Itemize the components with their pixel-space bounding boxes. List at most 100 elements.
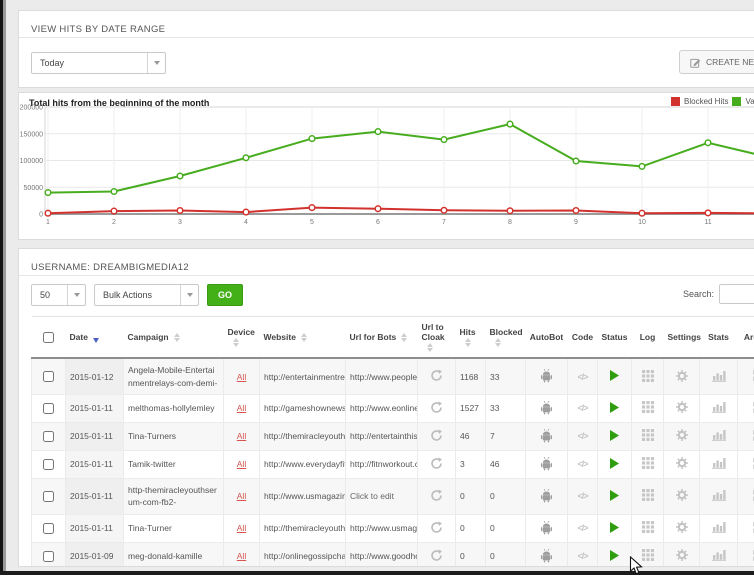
gear-icon[interactable] xyxy=(675,549,688,561)
bar-chart-icon[interactable] xyxy=(711,457,726,470)
search-input[interactable] xyxy=(719,284,754,304)
svg-text:150000: 150000 xyxy=(20,131,43,138)
legend-swatch xyxy=(671,97,680,106)
bar-chart-icon[interactable] xyxy=(711,370,726,382)
refresh-icon[interactable] xyxy=(430,548,443,562)
column-header-website[interactable]: Website xyxy=(259,316,346,360)
column-header-log: Log xyxy=(631,316,664,360)
url-for-bots-edit-link[interactable]: Click to edit xyxy=(350,491,394,502)
svg-text:7: 7 xyxy=(442,219,446,226)
date-range-select[interactable]: Today xyxy=(31,52,166,74)
campaigns-panel: USERNAME: DREAMBIGMEDIA12 50 Bulk Action… xyxy=(18,248,754,567)
legend-label: Blocked Hits xyxy=(684,97,729,106)
refresh-icon[interactable] xyxy=(430,401,443,414)
bar-chart-icon[interactable] xyxy=(711,549,726,561)
date-range-panel-header: VIEW HITS BY DATE RANGE xyxy=(19,11,754,38)
cell-url-for-bots: http://www.goodhouseke... xyxy=(345,541,418,566)
cell-blocked: 0 xyxy=(485,513,526,543)
device-link[interactable]: All xyxy=(236,431,247,442)
row-checkbox[interactable] xyxy=(43,371,54,383)
play-icon[interactable] xyxy=(610,521,619,533)
log-grid-icon[interactable] xyxy=(641,429,654,442)
svg-text:8: 8 xyxy=(508,219,512,226)
bar-chart-icon[interactable] xyxy=(711,489,726,501)
android-icon[interactable] xyxy=(540,368,553,383)
log-grid-icon[interactable] xyxy=(641,521,654,533)
cell-date: 2015-01-11 xyxy=(65,421,124,451)
window-left-edge xyxy=(0,0,3,575)
row-checkbox[interactable] xyxy=(43,431,54,442)
column-header-blocked[interactable]: Blocked xyxy=(485,316,526,360)
cell-date: 2015-01-09 xyxy=(65,541,124,566)
android-icon[interactable] xyxy=(540,428,553,443)
svg-text:4: 4 xyxy=(244,219,248,226)
row-checkbox[interactable] xyxy=(43,403,54,414)
sort-icon xyxy=(300,333,307,343)
play-icon[interactable] xyxy=(610,457,619,469)
column-header-campaign[interactable]: Campaign xyxy=(123,316,224,360)
column-header-status: Status xyxy=(597,316,632,360)
device-link[interactable]: All xyxy=(236,491,247,502)
bar-chart-icon[interactable] xyxy=(711,521,726,533)
android-icon[interactable] xyxy=(540,456,553,471)
device-link[interactable]: All xyxy=(236,371,247,382)
play-icon[interactable] xyxy=(610,429,619,441)
cell-blocked: 33 xyxy=(485,393,526,423)
refresh-icon[interactable] xyxy=(430,457,443,470)
hits-chart-panel: Total hits from the beginning of the mon… xyxy=(18,92,754,240)
android-icon[interactable] xyxy=(540,488,553,503)
gear-icon[interactable] xyxy=(675,457,688,470)
row-checkbox[interactable] xyxy=(43,522,54,534)
row-checkbox[interactable] xyxy=(43,490,54,502)
log-grid-icon[interactable] xyxy=(641,549,654,561)
table-header: Date Campaign Device Website Url for Bots Url… xyxy=(31,316,754,360)
device-link[interactable]: All xyxy=(236,459,247,470)
bulk-actions-value: Bulk Actions xyxy=(103,290,153,300)
gear-icon[interactable] xyxy=(675,369,688,382)
cell-website: http://entertainmentrelays... xyxy=(259,357,346,395)
gear-icon[interactable] xyxy=(675,489,688,502)
cell-campaign: Tina-Turner xyxy=(123,513,224,543)
row-checkbox[interactable] xyxy=(43,459,54,470)
cell-hits: 3 xyxy=(455,449,486,479)
refresh-icon[interactable] xyxy=(430,369,443,382)
page-size-select[interactable]: 50 xyxy=(31,284,86,306)
device-link[interactable]: All xyxy=(236,523,247,533)
refresh-icon[interactable] xyxy=(430,489,443,502)
cell-website: http://onlinegossipchann... xyxy=(259,541,346,566)
gear-icon[interactable] xyxy=(675,521,688,533)
log-grid-icon[interactable] xyxy=(641,369,654,382)
android-icon[interactable] xyxy=(540,520,553,535)
play-icon[interactable] xyxy=(610,401,619,413)
device-link[interactable]: All xyxy=(236,403,247,414)
row-checkbox[interactable] xyxy=(43,550,54,562)
svg-text:5: 5 xyxy=(310,219,314,226)
log-grid-icon[interactable] xyxy=(641,401,654,414)
bar-chart-icon[interactable] xyxy=(711,401,726,414)
bulk-actions-select[interactable]: Bulk Actions xyxy=(94,284,199,306)
device-link[interactable]: All xyxy=(236,551,247,561)
cell-url-for-bots: http://fitnworkout.com/ xyxy=(345,449,418,479)
log-grid-icon[interactable] xyxy=(641,489,654,502)
play-icon[interactable] xyxy=(610,549,619,561)
chevron-down-icon xyxy=(147,53,165,73)
go-button[interactable]: GO xyxy=(207,284,244,306)
refresh-icon[interactable] xyxy=(430,520,443,534)
column-header-url-to-cloak[interactable]: Url to Cloak xyxy=(417,316,456,360)
column-header-hits[interactable]: Hits xyxy=(455,316,486,360)
log-grid-icon[interactable] xyxy=(641,457,654,470)
column-header-date[interactable]: Date xyxy=(65,316,124,360)
create-new-campaign-button[interactable]: CREATE NEW CAMPAIGN xyxy=(679,50,754,74)
column-header-url-for-bots[interactable]: Url for Bots xyxy=(345,316,418,360)
android-icon[interactable] xyxy=(540,548,553,563)
column-header-device[interactable]: Device xyxy=(223,316,260,360)
play-icon[interactable] xyxy=(610,489,619,501)
android-icon[interactable] xyxy=(540,400,553,415)
gear-icon[interactable] xyxy=(675,401,688,414)
select-all-checkbox[interactable] xyxy=(43,331,54,343)
bar-chart-icon[interactable] xyxy=(711,429,726,442)
play-icon[interactable] xyxy=(610,370,619,382)
gear-icon[interactable] xyxy=(675,429,688,442)
cell-website: http://themiracleyouthser... xyxy=(259,421,346,451)
refresh-icon[interactable] xyxy=(430,429,443,442)
